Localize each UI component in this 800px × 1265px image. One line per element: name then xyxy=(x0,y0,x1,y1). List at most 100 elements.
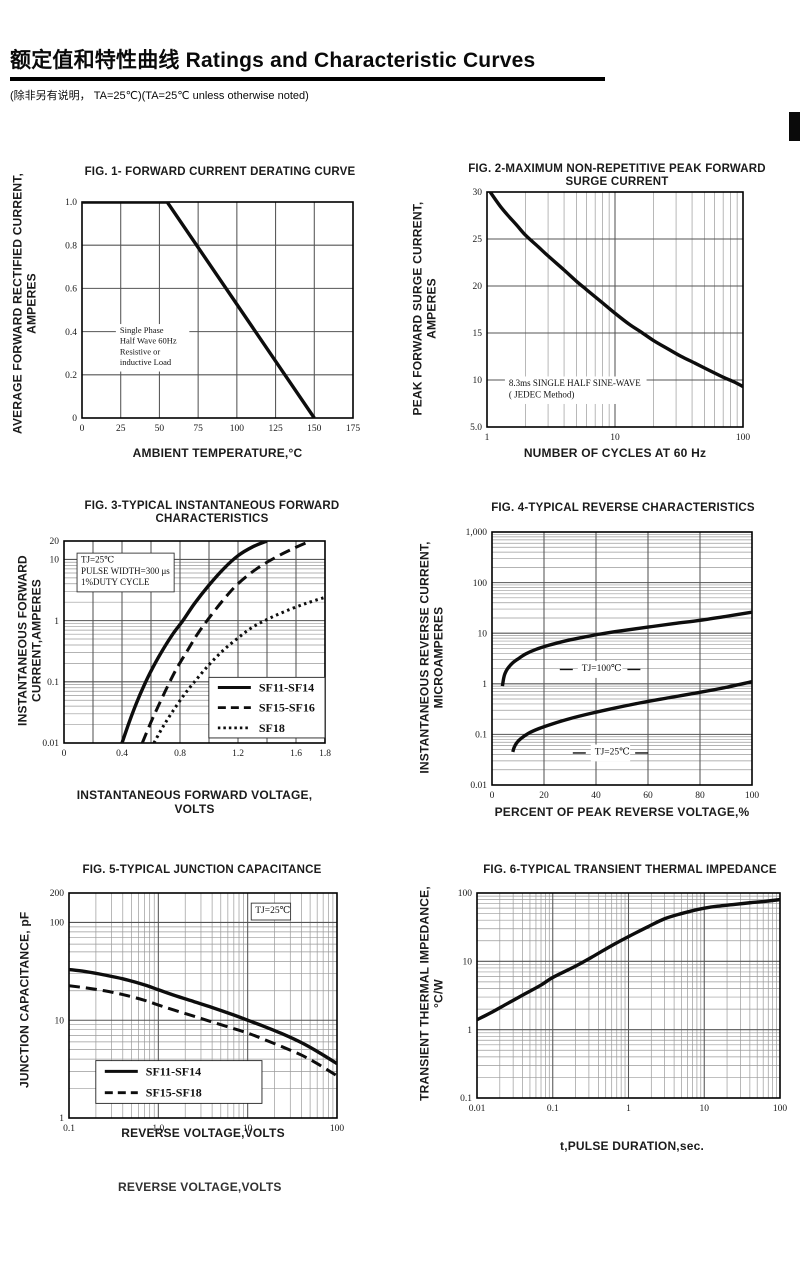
svg-text:10: 10 xyxy=(610,433,620,443)
svg-text:PULSE WIDTH=300 μs: PULSE WIDTH=300 μs xyxy=(81,566,170,576)
svg-text:0.1: 0.1 xyxy=(63,1124,75,1134)
svg-text:40: 40 xyxy=(591,791,601,801)
fig2-x-axis-label: NUMBER OF CYCLES AT 60 Hz xyxy=(523,446,707,460)
svg-text:0.01: 0.01 xyxy=(470,781,487,791)
fig2-title-line1: FIG. 2-MAXIMUM NON-REPETITIVE PEAK FORWA… xyxy=(468,163,766,175)
title-underline xyxy=(10,77,605,81)
svg-text:8.3ms SINGLE HALF SINE-WAVE: 8.3ms SINGLE HALF SINE-WAVE xyxy=(509,378,641,388)
fig4-title: FIG. 4-TYPICAL REVERSE CHARACTERISTICS xyxy=(458,502,788,515)
fig5-chart: TJ=25℃ SF11-SF14 SF15-SF18 0.1 1.0 10 100 200 10… xyxy=(50,889,345,1134)
svg-text:75: 75 xyxy=(193,424,203,434)
fig1-title-line1: FIG. 1- FORWARD CURRENT DERATING CURVE xyxy=(84,166,356,178)
svg-text:20: 20 xyxy=(473,282,483,292)
svg-text:Single Phase: Single Phase xyxy=(120,325,164,335)
fig3-x-axis-label: INSTANTANEOUS FORWARD VOLTAGE, VOLTS xyxy=(76,788,313,816)
svg-text:SF11-SF14: SF11-SF14 xyxy=(146,1064,201,1078)
svg-text:100: 100 xyxy=(458,889,473,899)
svg-text:1: 1 xyxy=(626,1104,631,1114)
svg-text:100: 100 xyxy=(230,424,245,434)
svg-text:TJ=100℃: TJ=100℃ xyxy=(582,664,622,674)
fig2-chart: 8.3ms SINGLE HALF SINE-WAVE( JEDEC Metho… xyxy=(470,188,751,443)
svg-text:0.1: 0.1 xyxy=(47,678,59,688)
svg-text:10: 10 xyxy=(700,1104,710,1114)
svg-text:60: 60 xyxy=(643,791,653,801)
svg-text:100: 100 xyxy=(736,433,751,443)
svg-text:0: 0 xyxy=(490,791,495,801)
svg-text:SF15-SF18: SF15-SF18 xyxy=(146,1086,202,1100)
svg-text:1: 1 xyxy=(485,433,490,443)
svg-text:0.8: 0.8 xyxy=(65,241,77,251)
svg-text:0.6: 0.6 xyxy=(65,285,77,295)
svg-text:100: 100 xyxy=(773,1104,788,1114)
fig1-title: FIG. 1- FORWARD CURRENT DERATING CURVE xyxy=(60,166,380,179)
svg-text:20: 20 xyxy=(50,537,60,547)
svg-text:inductive Load: inductive Load xyxy=(120,357,172,367)
svg-text:50: 50 xyxy=(155,424,165,434)
svg-text:( JEDEC Method): ( JEDEC Method) xyxy=(509,389,575,399)
fig3-title: FIG. 3-TYPICAL INSTANTANEOUS FORWARD CHA… xyxy=(52,500,372,526)
fig6-title: FIG. 6-TYPICAL TRANSIENT THERMAL IMPEDAN… xyxy=(455,864,800,877)
svg-text:30: 30 xyxy=(473,188,483,198)
svg-text:10: 10 xyxy=(50,556,60,566)
fig4-x-axis-label: PERCENT OF PEAK REVERSE VOLTAGE,% xyxy=(494,805,750,819)
svg-text:1: 1 xyxy=(467,1026,472,1036)
svg-text:80: 80 xyxy=(695,791,705,801)
fig4-chart: TJ=100℃ TJ=25℃ 0 20 40 60 80 100 1,000 100 10 1 0.1 0… xyxy=(466,528,760,801)
svg-text:TJ=25℃: TJ=25℃ xyxy=(255,906,290,916)
svg-text:5.0: 5.0 xyxy=(470,423,482,433)
svg-text:1: 1 xyxy=(59,1114,64,1124)
svg-text:20: 20 xyxy=(539,791,549,801)
fig5-title-line1: FIG. 5-TYPICAL JUNCTION CAPACITANCE xyxy=(82,864,322,876)
fig2-title-line2: SURGE CURRENT xyxy=(565,176,669,188)
fig6-title-line1: FIG. 6-TYPICAL TRANSIENT THERMAL IMPEDAN… xyxy=(483,864,777,876)
svg-text:Half Wave 60Hz: Half Wave 60Hz xyxy=(120,336,177,346)
page-subtitle: (除非另有说明， TA=25℃)(TA=25℃ unless otherwise… xyxy=(10,90,309,102)
fig3-title-line2: CHARACTERISTICS xyxy=(155,513,269,525)
svg-text:200: 200 xyxy=(50,889,65,899)
svg-text:0: 0 xyxy=(80,424,85,434)
svg-text:0: 0 xyxy=(72,414,77,424)
svg-text:150: 150 xyxy=(307,424,322,434)
svg-text:1,000: 1,000 xyxy=(466,528,488,538)
svg-text:10: 10 xyxy=(463,958,473,968)
svg-text:1.2: 1.2 xyxy=(232,749,244,759)
fig5-title: FIG. 5-TYPICAL JUNCTION CAPACITANCE xyxy=(42,864,362,877)
svg-text:100: 100 xyxy=(50,919,65,929)
svg-text:0.8: 0.8 xyxy=(174,749,186,759)
svg-text:10: 10 xyxy=(243,1124,253,1134)
svg-text:1.0: 1.0 xyxy=(152,1124,164,1134)
svg-text:0.2: 0.2 xyxy=(65,371,77,381)
svg-text:10: 10 xyxy=(55,1016,65,1026)
fig6-x-axis-label: t,PULSE DURATION,sec. xyxy=(560,1139,704,1153)
svg-text:0: 0 xyxy=(62,749,67,759)
svg-text:1: 1 xyxy=(54,617,59,627)
svg-text:0.1: 0.1 xyxy=(547,1104,559,1114)
fig1-x-axis-label: AMBIENT TEMPERATURE,°C xyxy=(132,446,303,460)
svg-text:0.1: 0.1 xyxy=(460,1094,472,1104)
svg-text:0.4: 0.4 xyxy=(116,749,128,759)
fig4-y-axis-label: INSTANTANEOUS REVERSE CURRENT, MICROAMPE… xyxy=(417,541,446,774)
fig5-x-axis-label: REVERSE VOLTAGE,VOLTS xyxy=(121,1126,285,1140)
svg-text:1: 1 xyxy=(482,680,487,690)
svg-text:10: 10 xyxy=(478,629,488,639)
svg-text:SF18: SF18 xyxy=(259,721,285,735)
fig2-y-axis-label: PEAK FORWARD SURGE CURRENT, AMPERES xyxy=(410,201,439,416)
svg-text:100: 100 xyxy=(330,1124,345,1134)
svg-text:25: 25 xyxy=(473,235,483,245)
svg-text:0.01: 0.01 xyxy=(42,739,59,749)
svg-text:1.8: 1.8 xyxy=(319,749,331,759)
svg-text:SF11-SF14: SF11-SF14 xyxy=(259,680,314,694)
footer-repeated-axis-text: REVERSE VOLTAGE,VOLTS xyxy=(118,1180,282,1194)
svg-text:1.0: 1.0 xyxy=(65,198,77,208)
svg-text:0.4: 0.4 xyxy=(65,328,77,338)
svg-text:100: 100 xyxy=(745,791,760,801)
svg-text:SF15-SF16: SF15-SF16 xyxy=(259,701,315,715)
svg-text:100: 100 xyxy=(473,579,488,589)
svg-text:TJ=25℃: TJ=25℃ xyxy=(81,555,114,565)
svg-text:0.01: 0.01 xyxy=(469,1104,486,1114)
fig1-y-axis-label: AVERAGE FORWARD RECTIFIED CURRENT, AMPER… xyxy=(10,172,39,435)
svg-text:TJ=25℃: TJ=25℃ xyxy=(595,748,630,758)
